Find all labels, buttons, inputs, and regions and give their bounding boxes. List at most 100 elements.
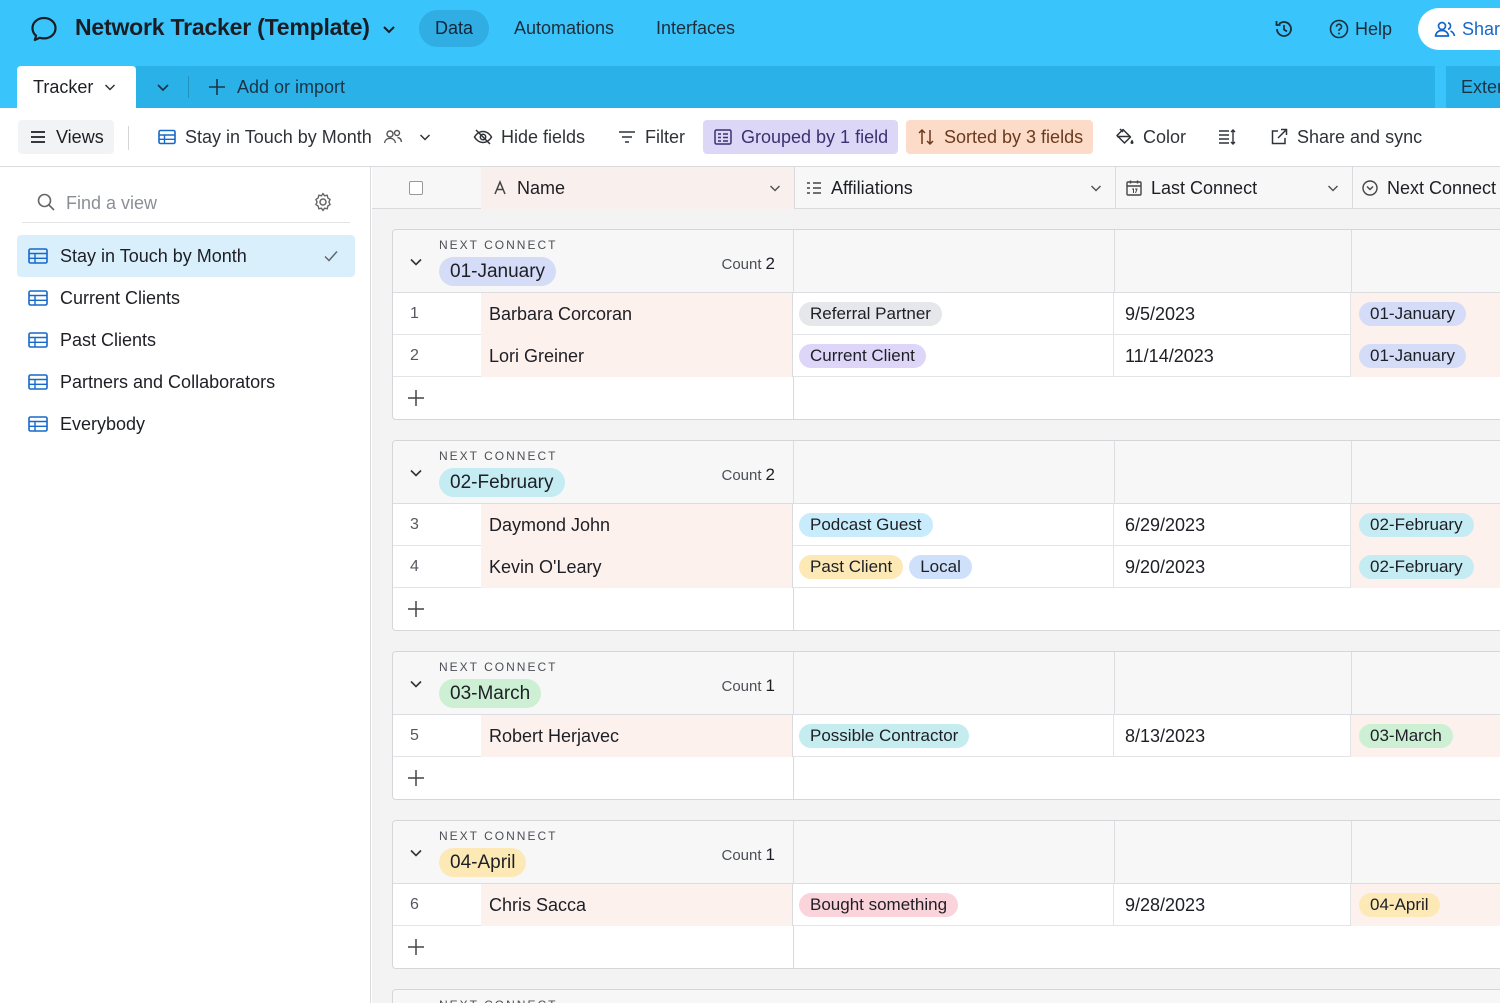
affiliations-cell[interactable]: Current Client (793, 335, 1114, 377)
group-value-pill: 01-January (439, 257, 557, 286)
nav-interfaces[interactable]: Interfaces (656, 18, 736, 38)
nav-automations[interactable]: Automations (514, 18, 615, 38)
extensions-tab[interactable]: Exter (1461, 77, 1500, 97)
chevron-down-icon[interactable] (408, 845, 424, 861)
nav-data[interactable]: Data (419, 10, 490, 47)
affiliations-cell[interactable]: Possible Contractor (793, 715, 1114, 757)
color-button[interactable]: Color (1105, 120, 1196, 154)
add-record-row[interactable] (393, 926, 1500, 968)
column-header-row: Name Affiliations Last Connect Next Conn… (372, 167, 1500, 209)
column-header-next-connect[interactable]: Next Connect (1353, 167, 1500, 209)
view-toolbar: Views Stay in Touch by Month Hide fields… (0, 108, 1500, 167)
chevron-down-icon[interactable] (380, 20, 398, 38)
share-and-sync-button[interactable]: Share and sync (1259, 120, 1432, 154)
find-view-input[interactable] (66, 191, 306, 215)
next-connect-cell[interactable]: 02-February (1351, 546, 1500, 588)
sidebar-view-item[interactable]: Stay in Touch by Month (17, 235, 355, 277)
filter-button[interactable]: Filter (607, 120, 695, 154)
name-cell[interactable]: Chris Sacca (481, 884, 793, 926)
add-record-row[interactable] (393, 588, 1500, 630)
table-row[interactable]: 5 Robert Herjavec Possible Contractor 8/13/… (393, 715, 1500, 757)
column-header-affiliations[interactable]: Affiliations (795, 167, 1116, 209)
table-row[interactable]: 3 Daymond John Podcast Guest 6/29/2023 02-Fe… (393, 504, 1500, 546)
select-all-checkbox[interactable] (409, 181, 423, 195)
sidebar-view-item[interactable]: Past Clients (17, 319, 355, 361)
name-cell[interactable]: Daymond John (481, 504, 793, 546)
chat-bubble-icon[interactable] (30, 15, 58, 43)
app-title[interactable]: Network Tracker (Template) (75, 14, 370, 40)
sidebar-view-label: Partners and Collaborators (60, 371, 276, 392)
name-cell[interactable]: Kevin O'Leary (481, 546, 793, 588)
share-button[interactable]: Share (1418, 8, 1500, 50)
next-connect-cell[interactable]: 02-February (1351, 504, 1500, 546)
sidebar-view-item[interactable]: Partners and Collaborators (17, 361, 355, 403)
last-connect-cell[interactable]: 11/14/2023 (1114, 335, 1351, 377)
last-connect-cell[interactable]: 8/13/2023 (1114, 715, 1351, 757)
add-row-divider (793, 588, 794, 630)
name-cell[interactable]: Robert Herjavec (481, 715, 793, 757)
group-header: NEXT CONNECT 02-February Count 2 (393, 441, 1500, 504)
table-row[interactable]: 1 Barbara Corcoran Referral Partner 9/5/202… (393, 293, 1500, 335)
tab-tracker[interactable]: Tracker (17, 66, 136, 108)
column-header-last-connect[interactable]: Last Connect (1116, 167, 1353, 209)
next-connect-cell[interactable]: 01-January (1351, 335, 1500, 377)
current-view-button[interactable]: Stay in Touch by Month (147, 120, 450, 154)
affiliation-chip: Referral Partner (799, 302, 942, 326)
affiliation-chip: Bought something (799, 893, 959, 917)
table-row[interactable]: 2 Lori Greiner Current Client 11/14/2023 01-… (393, 335, 1500, 377)
add-or-import-button[interactable]: Add or import (207, 76, 345, 98)
external-link-icon (1271, 128, 1288, 145)
row-number: 5 (410, 727, 419, 744)
group-header-divider (1114, 441, 1115, 504)
hide-fields-button[interactable]: Hide fields (463, 120, 595, 154)
row-height-button[interactable] (1207, 120, 1247, 154)
count-value: 2 (765, 254, 775, 273)
sidebar-view-item[interactable]: Everybody (17, 403, 355, 445)
gear-icon[interactable] (312, 191, 334, 213)
group-header-divider (1351, 230, 1352, 293)
last-connect-cell[interactable]: 9/20/2023 (1114, 546, 1351, 588)
affiliations-cell[interactable]: Bought something (793, 884, 1114, 926)
group-field-label: NEXT CONNECT (439, 238, 558, 252)
last-connect-cell[interactable]: 9/5/2023 (1114, 293, 1351, 335)
add-record-row[interactable] (393, 377, 1500, 419)
views-sidebar: Stay in Touch by Month Current Clients Pas… (0, 167, 371, 1003)
grouped-by-button[interactable]: Grouped by 1 field (703, 120, 899, 154)
affiliations-cell[interactable]: Referral Partner (793, 293, 1114, 335)
add-record-row[interactable] (393, 757, 1500, 799)
grid-icon (28, 290, 48, 306)
affiliation-chip: Local (909, 555, 972, 579)
affiliations-cell[interactable]: Past Client Local (793, 546, 1114, 588)
chevron-down-icon[interactable] (408, 465, 424, 481)
chevron-down-icon (1090, 185, 1102, 192)
group-count: Count 1 (693, 676, 776, 696)
group-header: NEXT CONNECT 04-April Count 1 (393, 821, 1500, 884)
table-row[interactable]: 4 Kevin O'Leary Past Client Local 9/20/2023 0… (393, 546, 1500, 588)
chevron-down-icon[interactable] (154, 78, 172, 96)
last-connect-cell[interactable]: 6/29/2023 (1114, 504, 1351, 546)
tab-strip (136, 66, 1435, 108)
affiliations-cell[interactable]: Podcast Guest (793, 504, 1114, 546)
name-cell[interactable]: Lori Greiner (481, 335, 793, 377)
name-cell[interactable]: Barbara Corcoran (481, 293, 793, 335)
tab-divider (188, 76, 189, 98)
sidebar-view-item[interactable]: Current Clients (17, 277, 355, 319)
row-number: 6 (410, 896, 419, 913)
last-connect-cell[interactable]: 9/28/2023 (1114, 884, 1351, 926)
group-header-divider (793, 821, 794, 884)
chevron-down-icon[interactable] (408, 676, 424, 692)
views-toggle-button[interactable]: Views (18, 120, 114, 154)
table-row[interactable]: 6 Chris Sacca Bought something 9/28/2023 04-… (393, 884, 1500, 926)
group-count: Count 1 (693, 845, 776, 865)
column-header-name[interactable]: Name (481, 167, 795, 209)
help-button[interactable]: Help (1329, 17, 1392, 41)
table-tab-bar: Tracker Add or import Exter (0, 66, 1500, 108)
sidebar-view-label: Current Clients (60, 287, 181, 308)
history-icon[interactable] (1273, 18, 1295, 40)
sorted-by-button[interactable]: Sorted by 3 fields (906, 120, 1094, 154)
next-connect-cell[interactable]: 01-January (1351, 293, 1500, 335)
next-connect-cell[interactable]: 03-March (1351, 715, 1500, 757)
next-connect-cell[interactable]: 04-April (1351, 884, 1500, 926)
chevron-down-icon[interactable] (408, 254, 424, 270)
affiliation-chip: Podcast Guest (799, 513, 933, 537)
